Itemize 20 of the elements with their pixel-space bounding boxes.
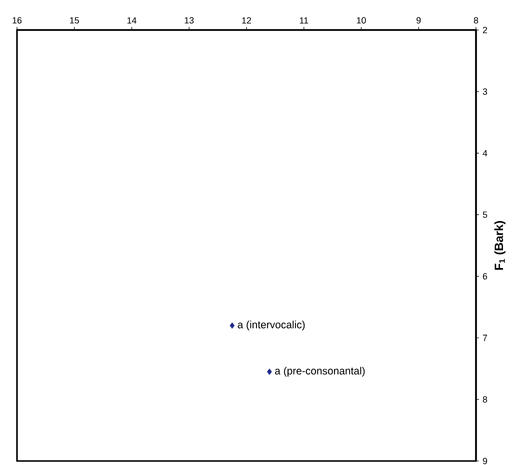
x-tick-label: 13 [184, 17, 194, 24]
y-tick-label: 4 [482, 150, 488, 156]
x-tick-label: 8 [474, 17, 478, 24]
series-label: a (pre-consonantal) [275, 366, 365, 377]
y-tick-label: 7 [482, 334, 488, 341]
y-tick-label: 9 [482, 458, 488, 464]
y-tick-label: 5 [482, 212, 488, 218]
series-label: a (intervocalic) [238, 320, 305, 330]
x-tick-label: 10 [356, 17, 366, 24]
y-tick-label: 2 [482, 26, 488, 34]
y-tick-label: 6 [482, 273, 488, 280]
y-axis-title: F$_{1}$ (Bark) [494, 221, 506, 270]
x-tick-label: 11 [300, 17, 308, 24]
y-tick-label: 8 [482, 396, 488, 403]
x-tick-label: 15 [70, 17, 79, 24]
x-tick-label: 14 [127, 17, 136, 24]
x-tick-label: 9 [416, 17, 421, 24]
y-tick-label: 3 [482, 88, 488, 95]
x-tick-label: 12 [242, 17, 252, 24]
x-tick-label: 16 [12, 17, 22, 24]
